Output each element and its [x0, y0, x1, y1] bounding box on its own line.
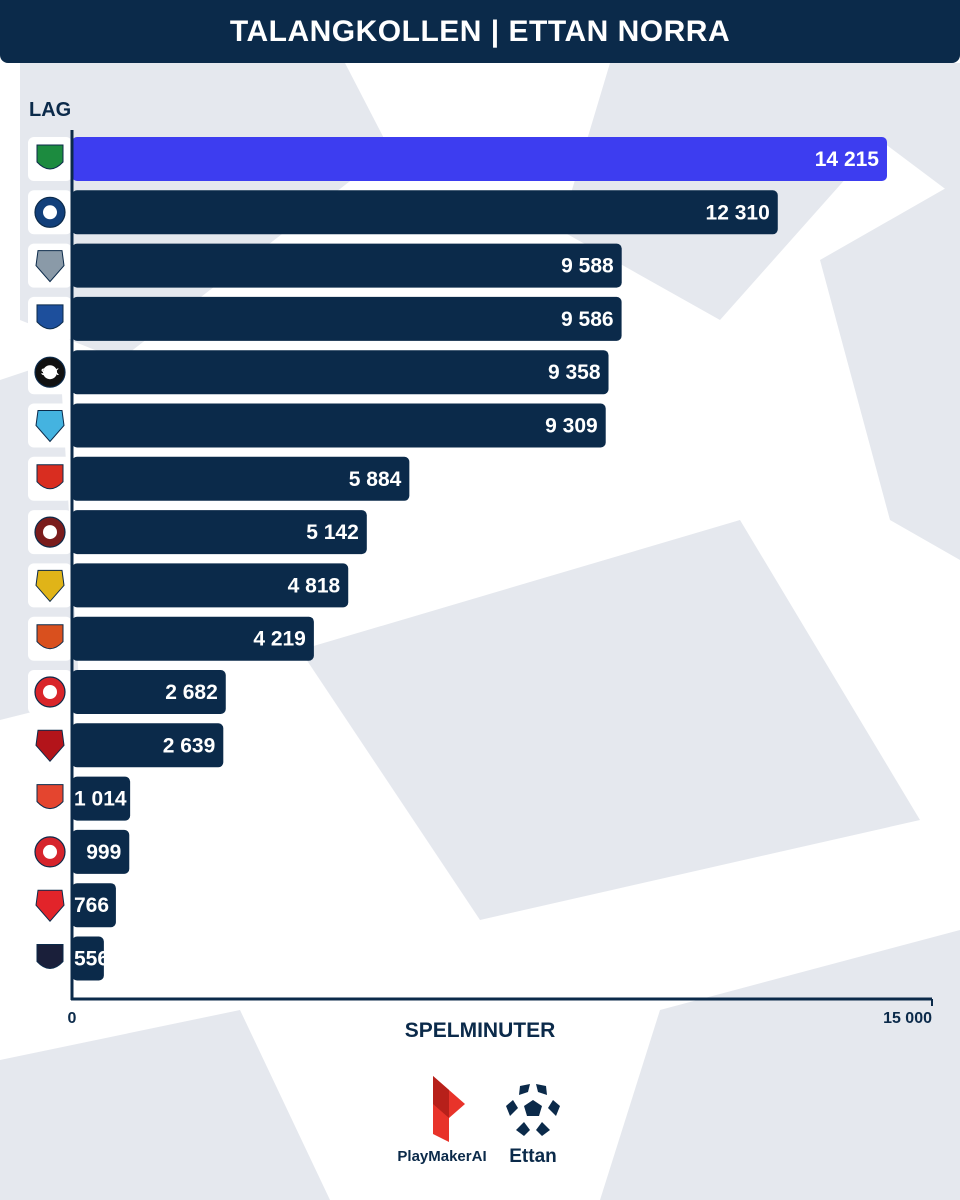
bar-value-label: 4 818 [288, 574, 341, 597]
team-10-logo [28, 616, 72, 661]
x-axis-title: SPELMINUTER [404, 1019, 556, 1042]
bar [72, 776, 131, 821]
bar [72, 190, 778, 235]
bar [72, 243, 622, 288]
bar-value-label: 9 309 [545, 415, 598, 438]
bar [72, 723, 224, 768]
x-tick-label: 15 000 [883, 1010, 932, 1027]
bar [72, 883, 116, 928]
bg-shape [0, 1010, 330, 1200]
team-8-logo [28, 510, 72, 555]
bar-value-label: 2 682 [165, 681, 218, 704]
bar-value-label: 556 [74, 948, 109, 971]
bar [72, 936, 104, 981]
playmaker-logo: PlayMakerAI [395, 1072, 489, 1168]
header-bar: TALANGKOLLEN | ETTAN NORRA [0, 0, 960, 63]
bar-value-label: 9 358 [548, 361, 601, 384]
football-icon [506, 1082, 560, 1136]
playmaker-mark-icon [433, 1076, 465, 1142]
bar-value-label: 12 310 [706, 201, 770, 224]
team-4-logo [28, 296, 72, 341]
team-1-logo [28, 137, 72, 181]
bar [72, 829, 130, 874]
team-12-logo [28, 723, 72, 768]
bar [72, 456, 410, 501]
bar-value-label: 14 215 [815, 148, 880, 171]
bar [72, 296, 622, 341]
bar [72, 350, 609, 395]
team-5-logo: SFK [28, 350, 72, 395]
team-13-logo [28, 776, 72, 821]
bar [72, 510, 367, 555]
team-15-logo [28, 883, 72, 928]
team-14-logo [28, 829, 72, 874]
team-9-logo [28, 563, 72, 608]
x-tick-label: 0 [68, 1010, 77, 1027]
bg-shape [820, 180, 960, 560]
bar [72, 403, 606, 448]
bar [72, 670, 226, 714]
bar-value-label: 9 588 [561, 255, 614, 278]
logo-text: SFK [41, 367, 60, 377]
playmaker-label: PlayMakerAI [397, 1148, 487, 1165]
ettan-logo: Ettan [500, 1078, 566, 1170]
bar [72, 137, 887, 181]
bar-value-label: 5 884 [349, 468, 402, 491]
bg-shape [300, 520, 920, 920]
bar-value-label: 1 014 [74, 788, 127, 811]
bar-value-label: 9 586 [561, 308, 614, 331]
brand-logos: PlayMakerAI Ettan [0, 1072, 960, 1172]
bar-value-label: 999 [86, 841, 121, 864]
team-11-logo [28, 670, 72, 714]
team-3-logo [28, 243, 72, 288]
team-7-logo [28, 456, 72, 501]
page-title: TALANGKOLLEN | ETTAN NORRA [229, 14, 731, 48]
bar [72, 563, 349, 608]
bar-value-label: 4 219 [253, 628, 306, 651]
y-axis-label: LAG [29, 99, 72, 121]
bar [72, 616, 314, 661]
bar-value-label: 5 142 [306, 521, 359, 544]
team-6-logo [28, 403, 72, 448]
ettan-label: Ettan [509, 1146, 557, 1167]
bar-value-label: 766 [74, 894, 109, 917]
team-2-logo [28, 190, 72, 235]
team-16-logo [28, 936, 72, 981]
bar-value-label: 2 639 [163, 734, 216, 757]
